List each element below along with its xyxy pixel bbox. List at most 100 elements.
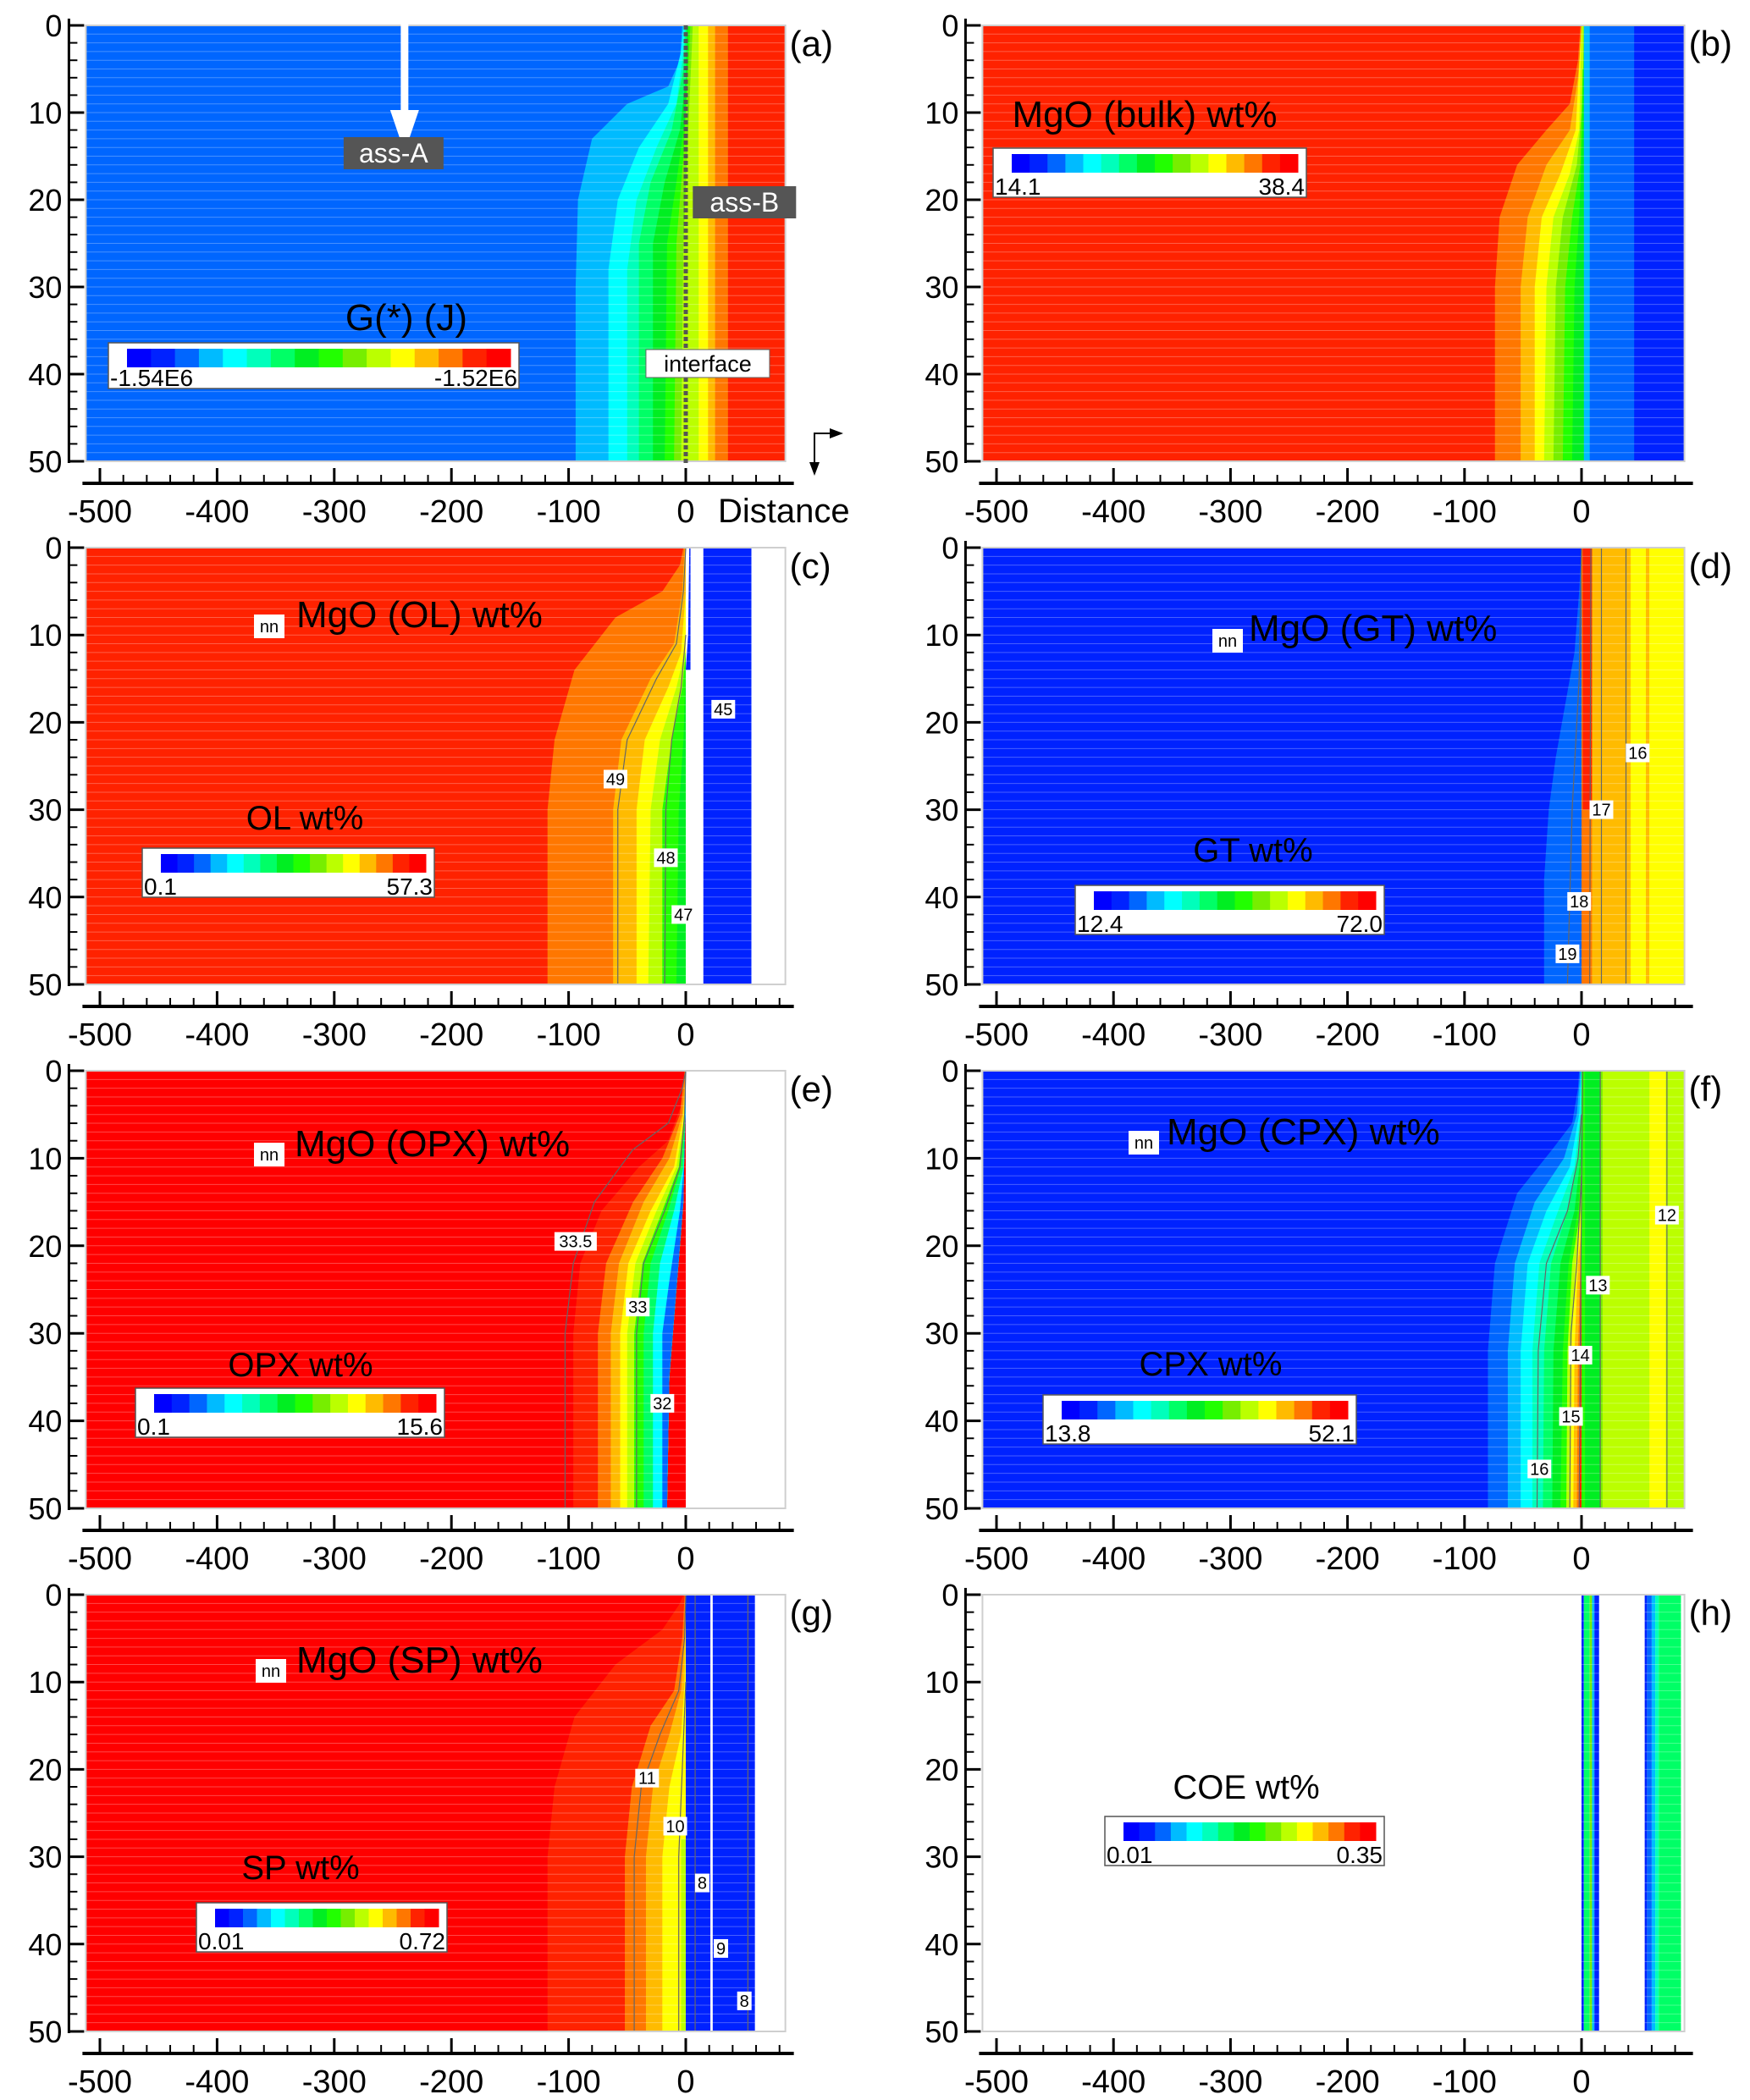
title-badge: nn — [260, 1146, 279, 1165]
plot-frame — [981, 25, 1686, 462]
colorbar-swatch — [1223, 1401, 1241, 1419]
colorbar-swatch — [210, 854, 228, 873]
colorbar-title: OPX wt% — [228, 1347, 373, 1384]
colorbar-swatch — [1276, 1401, 1295, 1419]
colorbar-max-label: 52.1 — [1309, 1420, 1355, 1447]
x-tick-label: -100 — [537, 2064, 601, 2100]
contour-label: 15 — [1561, 1408, 1580, 1426]
x-tick-label: -500 — [964, 494, 1029, 530]
colorbar-swatch — [1101, 154, 1120, 173]
colorbar-min-label: 14.1 — [995, 174, 1041, 200]
contour-line — [664, 635, 687, 984]
panel-f: 12 13 14 15 16 0 10 20 30 40 50-500 -400 -300 -200 -10… — [925, 1054, 1722, 1577]
colorbar-swatch — [1030, 154, 1048, 173]
x-tick-label: -100 — [537, 1541, 601, 1577]
x-tick-label: -300 — [302, 494, 367, 530]
y-tick-label: 10 — [28, 1665, 62, 1700]
y-tick-label: 0 — [941, 1578, 958, 1612]
colorbar-swatch — [1151, 1401, 1170, 1419]
panel-label: (g) — [790, 1593, 833, 1633]
contour-region — [703, 548, 752, 984]
colorbar-swatch — [424, 1909, 439, 1927]
colorbar-swatch — [340, 1909, 356, 1927]
contour-label: 47 — [674, 906, 693, 924]
colorbar-swatch — [1115, 1401, 1134, 1419]
x-tick-label: -200 — [419, 2064, 483, 2100]
x-tick-label: -400 — [185, 2064, 249, 2100]
plot-frame — [981, 1070, 1686, 1509]
contour-label: 12 — [1658, 1207, 1676, 1226]
colorbar-swatch — [276, 854, 294, 873]
colorbar-title: GT wt% — [1193, 832, 1313, 869]
y-tick-label: 40 — [925, 357, 958, 392]
plot-frame — [85, 1070, 787, 1509]
panel-label: (f) — [1689, 1069, 1723, 1109]
y-tick-label: 20 — [925, 705, 958, 740]
colorbar-swatch — [1190, 154, 1209, 173]
ass-a-label: ass-A — [359, 138, 428, 168]
contour-region — [1665, 1071, 1685, 1508]
contour-label-box — [1555, 944, 1580, 963]
colorbar-swatch — [177, 854, 195, 873]
colorbar-swatch — [246, 349, 272, 367]
plot-frame — [981, 1594, 1686, 2032]
x-tick-label: -100 — [1433, 1541, 1497, 1577]
y-tick-label: 20 — [925, 1752, 958, 1787]
y-tick-label: 40 — [925, 1404, 958, 1439]
colorbar-swatch — [242, 1394, 261, 1413]
y-tick-label: 50 — [28, 444, 62, 479]
contour-label: 8 — [740, 1993, 749, 2011]
contour-line — [633, 1595, 687, 2031]
colorbar-swatch — [312, 1394, 331, 1413]
y-tick-label: 40 — [28, 1404, 62, 1439]
colorbar-title: OL wt% — [246, 800, 364, 837]
colorbar-swatch — [207, 1394, 225, 1413]
colorbar-max-label: -1.52E6 — [434, 365, 517, 391]
y-tick-label: 0 — [941, 8, 958, 43]
y-tick-label: 50 — [28, 2015, 62, 2049]
panel-title: MgO (CPX) wt% — [1167, 1111, 1440, 1153]
contour-label: 14 — [1571, 1347, 1589, 1365]
y-tick-label: 40 — [925, 880, 958, 915]
y-tick-label: 50 — [925, 1491, 958, 1526]
colorbar-swatch — [359, 854, 377, 873]
contour-label: 13 — [1588, 1276, 1607, 1295]
orientation-axes-icon — [814, 433, 831, 464]
y-tick-label: 50 — [925, 967, 958, 1002]
colorbar-title: MgO (bulk) wt% — [1013, 94, 1278, 135]
y-tick-label: 50 — [925, 444, 958, 479]
colorbar-swatch — [310, 854, 328, 873]
colorbar-swatch — [1250, 1822, 1267, 1841]
y-tick-label: 10 — [28, 1141, 62, 1176]
contour-label: 33.5 — [559, 1233, 592, 1252]
contour-label-box — [1559, 1407, 1583, 1426]
panel-label: (c) — [790, 546, 831, 586]
colorbar-swatch — [1358, 891, 1377, 910]
colorbar-swatch — [1265, 1822, 1282, 1841]
contour-region — [1582, 1595, 1584, 2031]
y-tick-label: 0 — [941, 531, 958, 565]
colorbar-title: SP wt% — [241, 1849, 359, 1887]
title-badge-box — [1129, 1131, 1159, 1155]
ass-b-box — [693, 186, 797, 218]
colorbar-swatch — [1340, 891, 1359, 910]
x-tick-label: -200 — [1316, 494, 1380, 530]
colorbar-swatch — [1226, 154, 1245, 173]
colorbar-swatch — [1322, 891, 1341, 910]
panel-c: 49 48 47 45 0 10 20 30 40 50-500 -400 -300 -200 -100 0… — [28, 531, 831, 1053]
colorbar-swatch — [1279, 154, 1299, 173]
colorbar-swatch — [1217, 1822, 1234, 1841]
y-tick-label: 10 — [925, 96, 958, 130]
colorbar-max-label: 15.6 — [397, 1414, 444, 1440]
colorbar-swatch — [1173, 154, 1191, 173]
x-tick-label: -500 — [68, 1541, 132, 1577]
contour-label-box — [1568, 1346, 1593, 1365]
x-axis-label: Distance — [718, 493, 850, 530]
colorbar-swatch — [367, 349, 391, 367]
y-tick-label: 0 — [45, 531, 62, 565]
colorbar-swatch — [1205, 1401, 1223, 1419]
contour-region — [712, 1595, 755, 2031]
colorbar-swatch — [439, 349, 463, 367]
plot-area — [982, 25, 1685, 461]
colorbar-swatch — [1234, 1822, 1250, 1841]
